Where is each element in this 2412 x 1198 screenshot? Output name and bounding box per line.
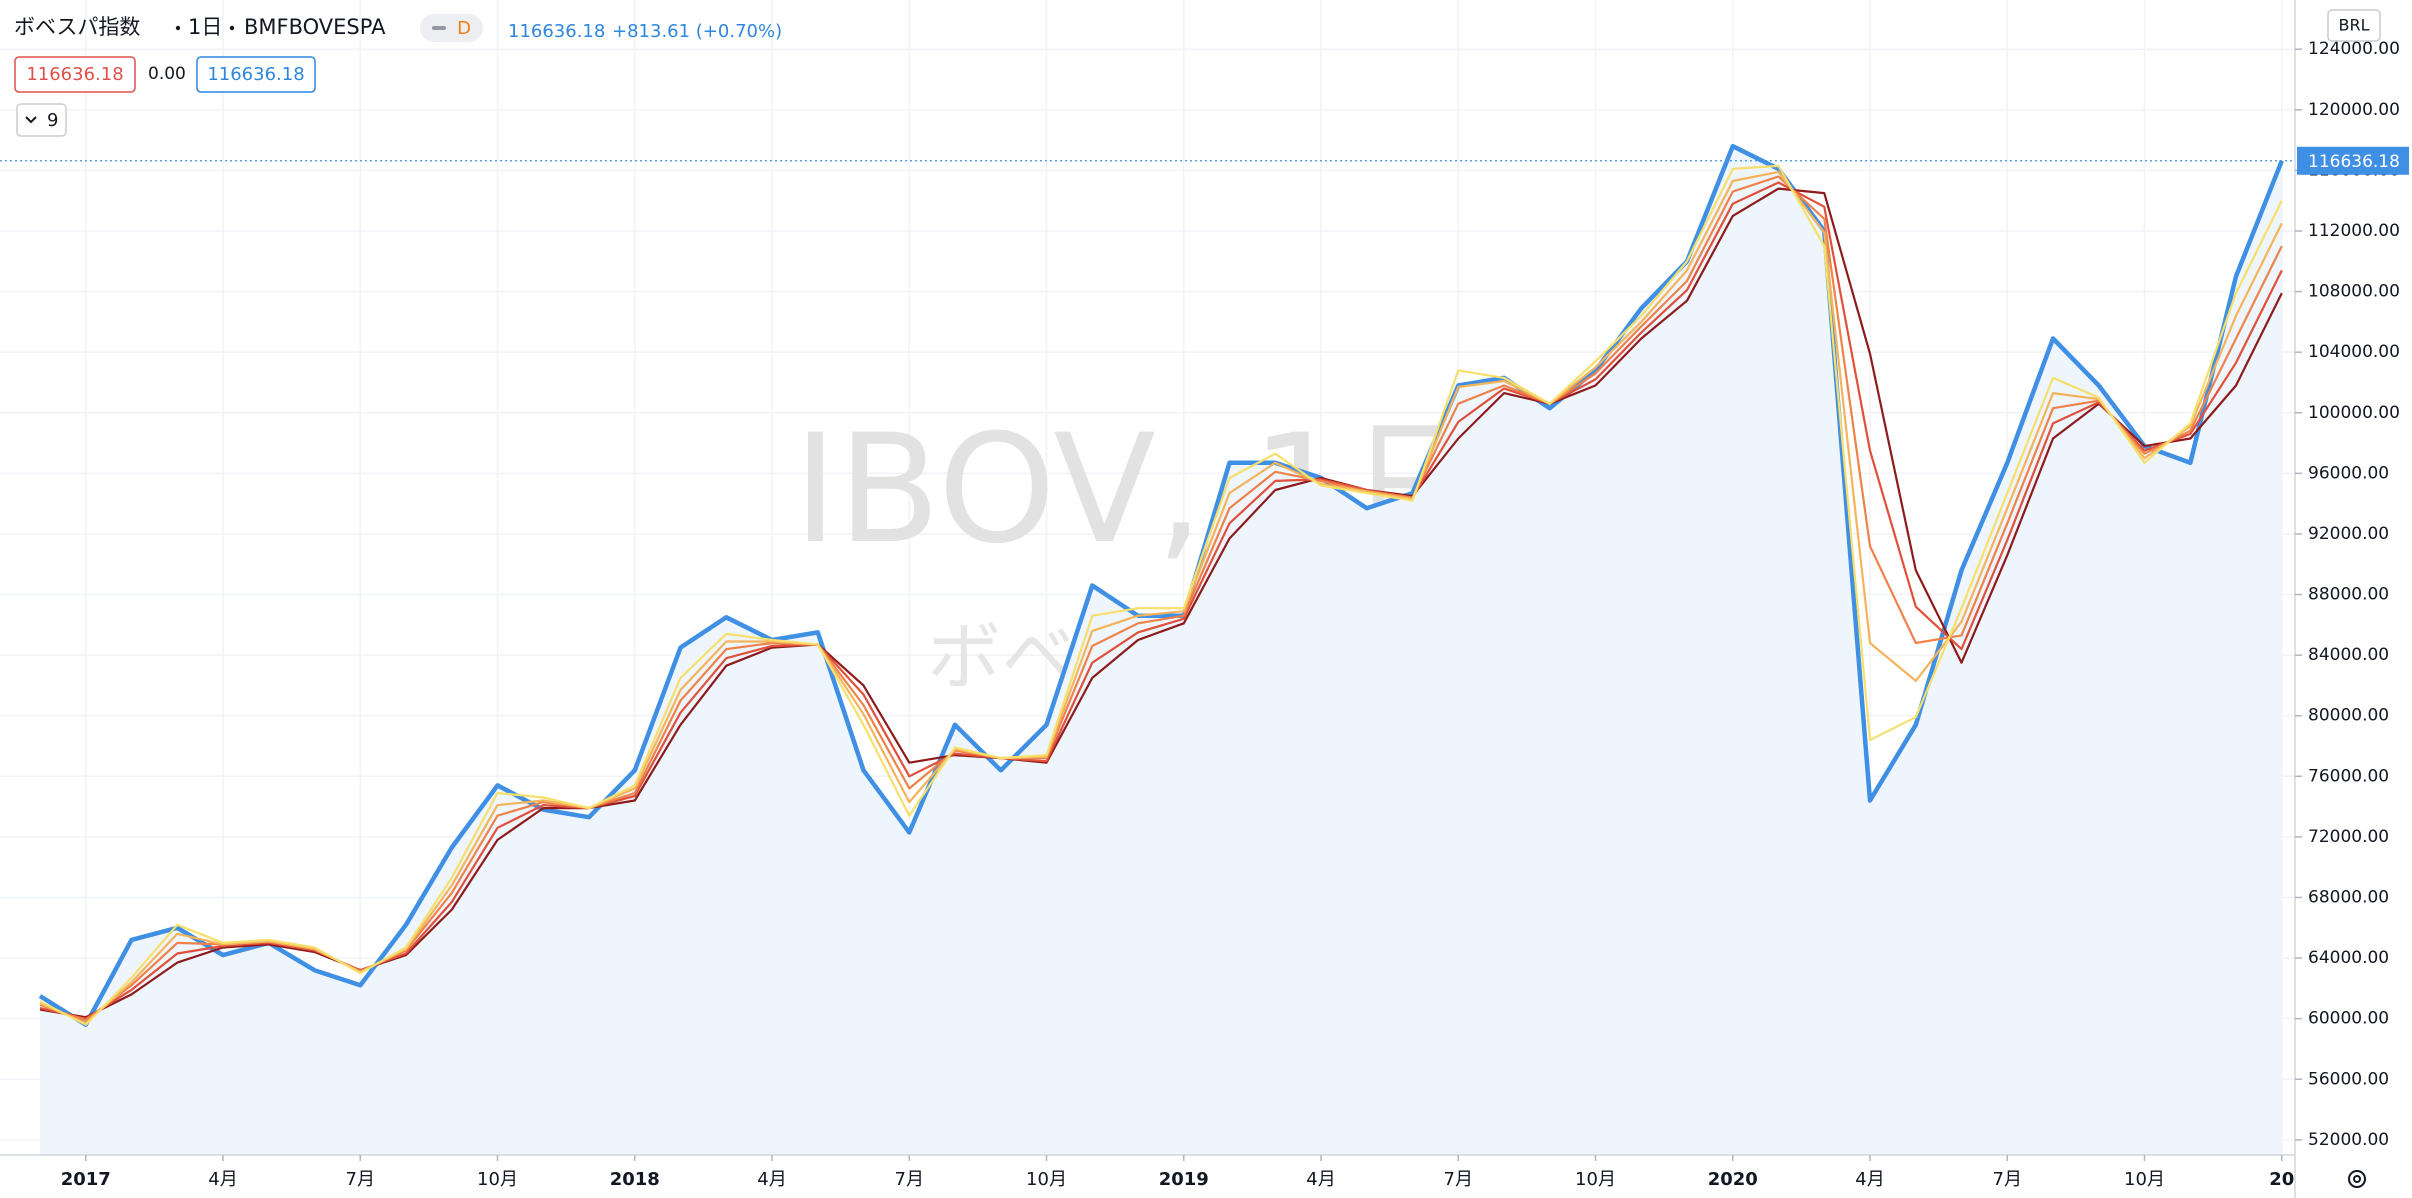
- x-tick-label: 2018: [610, 1169, 660, 1190]
- moving-average-line: [39, 164, 2283, 1026]
- y-tick-label: 88000.00: [2308, 585, 2389, 605]
- y-tick-label: 76000.00: [2308, 766, 2389, 786]
- x-tick-label: 10月: [477, 1169, 518, 1190]
- x-tick-label: 4月: [1855, 1169, 1884, 1190]
- y-tick-label: 124000.00: [2308, 39, 2400, 59]
- gear-hub: [2353, 1175, 2361, 1183]
- axes: 52000.00 56000.00 60000.00 64000.00 68000.00…: [61, 39, 2409, 1190]
- moving-average-line: [39, 170, 2283, 1025]
- x-tick-label: 20: [2269, 1169, 2294, 1190]
- y-tick-label: 60000.00: [2308, 1009, 2389, 1029]
- indicator-value: 116636.18: [207, 64, 304, 85]
- y-tick-label: 96000.00: [2308, 463, 2389, 483]
- last-price-label: 116636.18: [2308, 152, 2400, 172]
- moving-average-line: [39, 175, 2283, 1022]
- chevron: [25, 116, 37, 124]
- x-tick-label: 10月: [2124, 1169, 2165, 1190]
- y-tick-label: 84000.00: [2308, 645, 2389, 665]
- last-price-tag: [2297, 146, 2409, 175]
- currency-box[interactable]: [2327, 9, 2381, 42]
- price-change: +813.61 (+0.70%): [612, 21, 782, 42]
- y-tick-label: 104000.00: [2308, 342, 2400, 362]
- indicator-value: 116636.18: [26, 64, 123, 85]
- resolution-badge: D: [457, 18, 471, 39]
- separator: [229, 25, 235, 31]
- x-tick-label: 7月: [1993, 1169, 2022, 1190]
- y-tick-label: 112000.00: [2308, 221, 2400, 241]
- y-tick-label: 120000.00: [2308, 100, 2400, 120]
- moving-average-line: [39, 181, 2283, 1020]
- x-tick-label: 7月: [895, 1169, 924, 1190]
- y-tick-label: 72000.00: [2308, 827, 2389, 847]
- indicators-toggle[interactable]: [16, 103, 67, 137]
- price-line: [38, 143, 2284, 1027]
- separator: [175, 25, 181, 31]
- exchange: BMFBOVESPA: [244, 15, 386, 39]
- price-area: [40, 146, 2282, 1155]
- currency: BRL: [2338, 16, 2369, 35]
- y-tick-label: 68000.00: [2308, 887, 2389, 907]
- gear: [2348, 1170, 2366, 1188]
- plot-area: [0, 143, 2295, 1155]
- x-tick-label: 10月: [1026, 1169, 1067, 1190]
- x-tick-label: 2017: [61, 1169, 111, 1190]
- settings-icon[interactable]: [2348, 1170, 2366, 1188]
- badge-dash: [432, 26, 446, 30]
- x-tick-label: 10月: [1575, 1169, 1616, 1190]
- symbol-title[interactable]: ボベスパ指数: [14, 15, 140, 39]
- last-price: 116636.18: [508, 21, 605, 42]
- indicator-box: [14, 56, 136, 93]
- y-tick-label: 108000.00: [2308, 282, 2400, 302]
- x-tick-label: 2020: [1708, 1169, 1758, 1190]
- y-tick-label: 80000.00: [2308, 706, 2389, 726]
- x-tick-label: 2019: [1159, 1169, 1209, 1190]
- y-tick-label: 100000.00: [2308, 403, 2400, 423]
- y-tick-label: 56000.00: [2308, 1069, 2389, 1089]
- interval[interactable]: 1日: [188, 15, 222, 39]
- moving-average-line: [39, 187, 2283, 1019]
- x-tick-label: 7月: [346, 1169, 375, 1190]
- y-tick-label: 64000.00: [2308, 948, 2389, 968]
- x-tick-label: 4月: [208, 1169, 237, 1190]
- x-tick-label: 4月: [1306, 1169, 1335, 1190]
- badge-bg[interactable]: [420, 14, 483, 42]
- indicator-value: 0.00: [148, 64, 186, 84]
- x-tick-label: 4月: [757, 1169, 786, 1190]
- x-tick-label: 7月: [1444, 1169, 1473, 1190]
- y-tick-label: 92000.00: [2308, 524, 2389, 544]
- indicator-box: [196, 56, 316, 93]
- y-tick-label: 52000.00: [2308, 1130, 2389, 1150]
- indicator-count: 9: [47, 110, 58, 131]
